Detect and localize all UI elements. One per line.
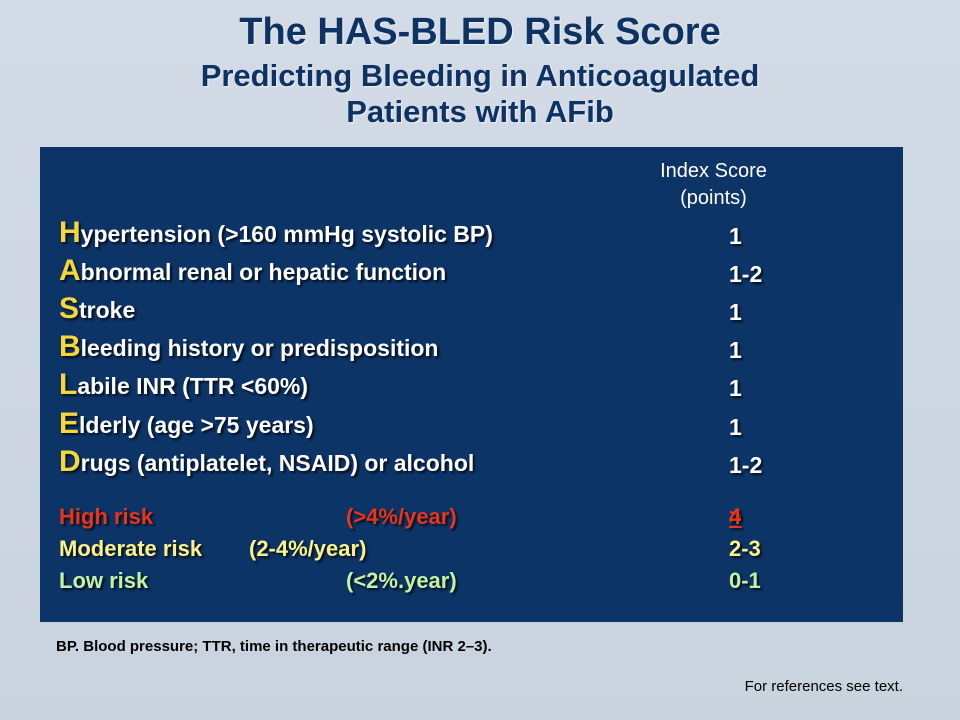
index-score-header-line-1: Index Score — [660, 160, 767, 182]
criterion-text: rugs (antiplatelet, NSAID) or alcohol — [80, 450, 475, 476]
criterion-row-abnormal-function: Abnormal renal or hepatic function 1-2 — [59, 254, 779, 292]
risk-row-high: High risk (>4%/year) > 4 — [59, 504, 779, 534]
slide-title: The HAS-BLED Risk Score — [239, 11, 721, 53]
criterion-label: Stroke — [59, 292, 135, 326]
criterion-points: 1 — [729, 414, 742, 440]
risk-name: High risk — [59, 504, 154, 529]
criterion-points: 1 — [729, 299, 742, 325]
abbreviation-footnote: BP. Blood pressure; TTR, time in therape… — [56, 638, 492, 655]
criterion-text: bnormal renal or hepatic function — [80, 259, 447, 285]
criterion-points: 1 — [729, 337, 742, 363]
acronym-letter: D — [59, 445, 81, 478]
slide-subtitle: Predicting Bleeding in Anticoagulated Pa… — [0, 58, 960, 130]
subtitle-line-1: Predicting Bleeding in Anticoagulated — [200, 58, 760, 93]
criterion-text: troke — [79, 297, 136, 323]
criterion-label: Hypertension (>160 mmHg systolic BP) — [59, 216, 493, 250]
criterion-text: ypertension (>160 mmHg systolic BP) — [80, 221, 493, 247]
acronym-letter: E — [59, 407, 80, 440]
subtitle-line-2: Patients with AFib — [346, 94, 614, 129]
acronym-letter: A — [59, 254, 81, 287]
criterion-points: 1-2 — [729, 452, 763, 478]
acronym-letter: H — [59, 216, 81, 249]
risk-rate: (<2%.year) — [346, 568, 457, 593]
criterion-text: lderly (age >75 years) — [79, 412, 314, 438]
greater-equal-symbol: > — [729, 504, 742, 529]
acronym-letter: L — [59, 368, 78, 401]
criterion-label: Labile INR (TTR <60%) — [59, 368, 308, 402]
risk-row-moderate: Moderate risk (2-4%/year) 2-3 — [59, 536, 779, 566]
risk-name: Moderate risk — [59, 536, 203, 561]
criterion-row-bleeding: Bleeding history or predisposition 1 — [59, 330, 779, 368]
index-score-header: Index Score (points) — [620, 158, 807, 212]
criterion-text: abile INR (TTR <60%) — [77, 373, 309, 399]
criterion-text: leeding history or predisposition — [80, 335, 439, 361]
risk-points: 2-3 — [729, 536, 761, 561]
criterion-row-drugs: Drugs (antiplatelet, NSAID) or alcohol 1… — [59, 445, 779, 483]
criterion-row-hypertension: Hypertension (>160 mmHg systolic BP) 1 — [59, 216, 779, 254]
criterion-label: Abnormal renal or hepatic function — [59, 254, 446, 288]
risk-points-value: 4 — [729, 504, 742, 529]
acronym-letter: S — [59, 292, 80, 325]
risk-name: Low risk — [59, 568, 149, 593]
risk-row-low: Low risk (<2%.year) 0-1 — [59, 568, 779, 598]
criterion-points: 1 — [729, 375, 742, 401]
criterion-label: Elderly (age >75 years) — [59, 407, 314, 441]
criterion-label: Bleeding history or predisposition — [59, 330, 439, 364]
criterion-row-labile-inr: Labile INR (TTR <60%) 1 — [59, 368, 779, 406]
risk-rate: (2-4%/year) — [249, 536, 367, 561]
criterion-label: Drugs (antiplatelet, NSAID) or alcohol — [59, 445, 474, 479]
criterion-row-stroke: Stroke 1 — [59, 292, 779, 330]
score-table-panel — [40, 147, 903, 622]
criterion-points: 1 — [729, 223, 742, 249]
criterion-row-elderly: Elderly (age >75 years) 1 — [59, 407, 779, 445]
criterion-points: 1-2 — [729, 261, 763, 287]
references-note: For references see text. — [744, 678, 903, 695]
risk-points: 0-1 — [729, 568, 761, 593]
risk-rate: (>4%/year) — [346, 504, 457, 529]
index-score-header-line-2: (points) — [680, 187, 747, 209]
acronym-letter: B — [59, 330, 81, 363]
